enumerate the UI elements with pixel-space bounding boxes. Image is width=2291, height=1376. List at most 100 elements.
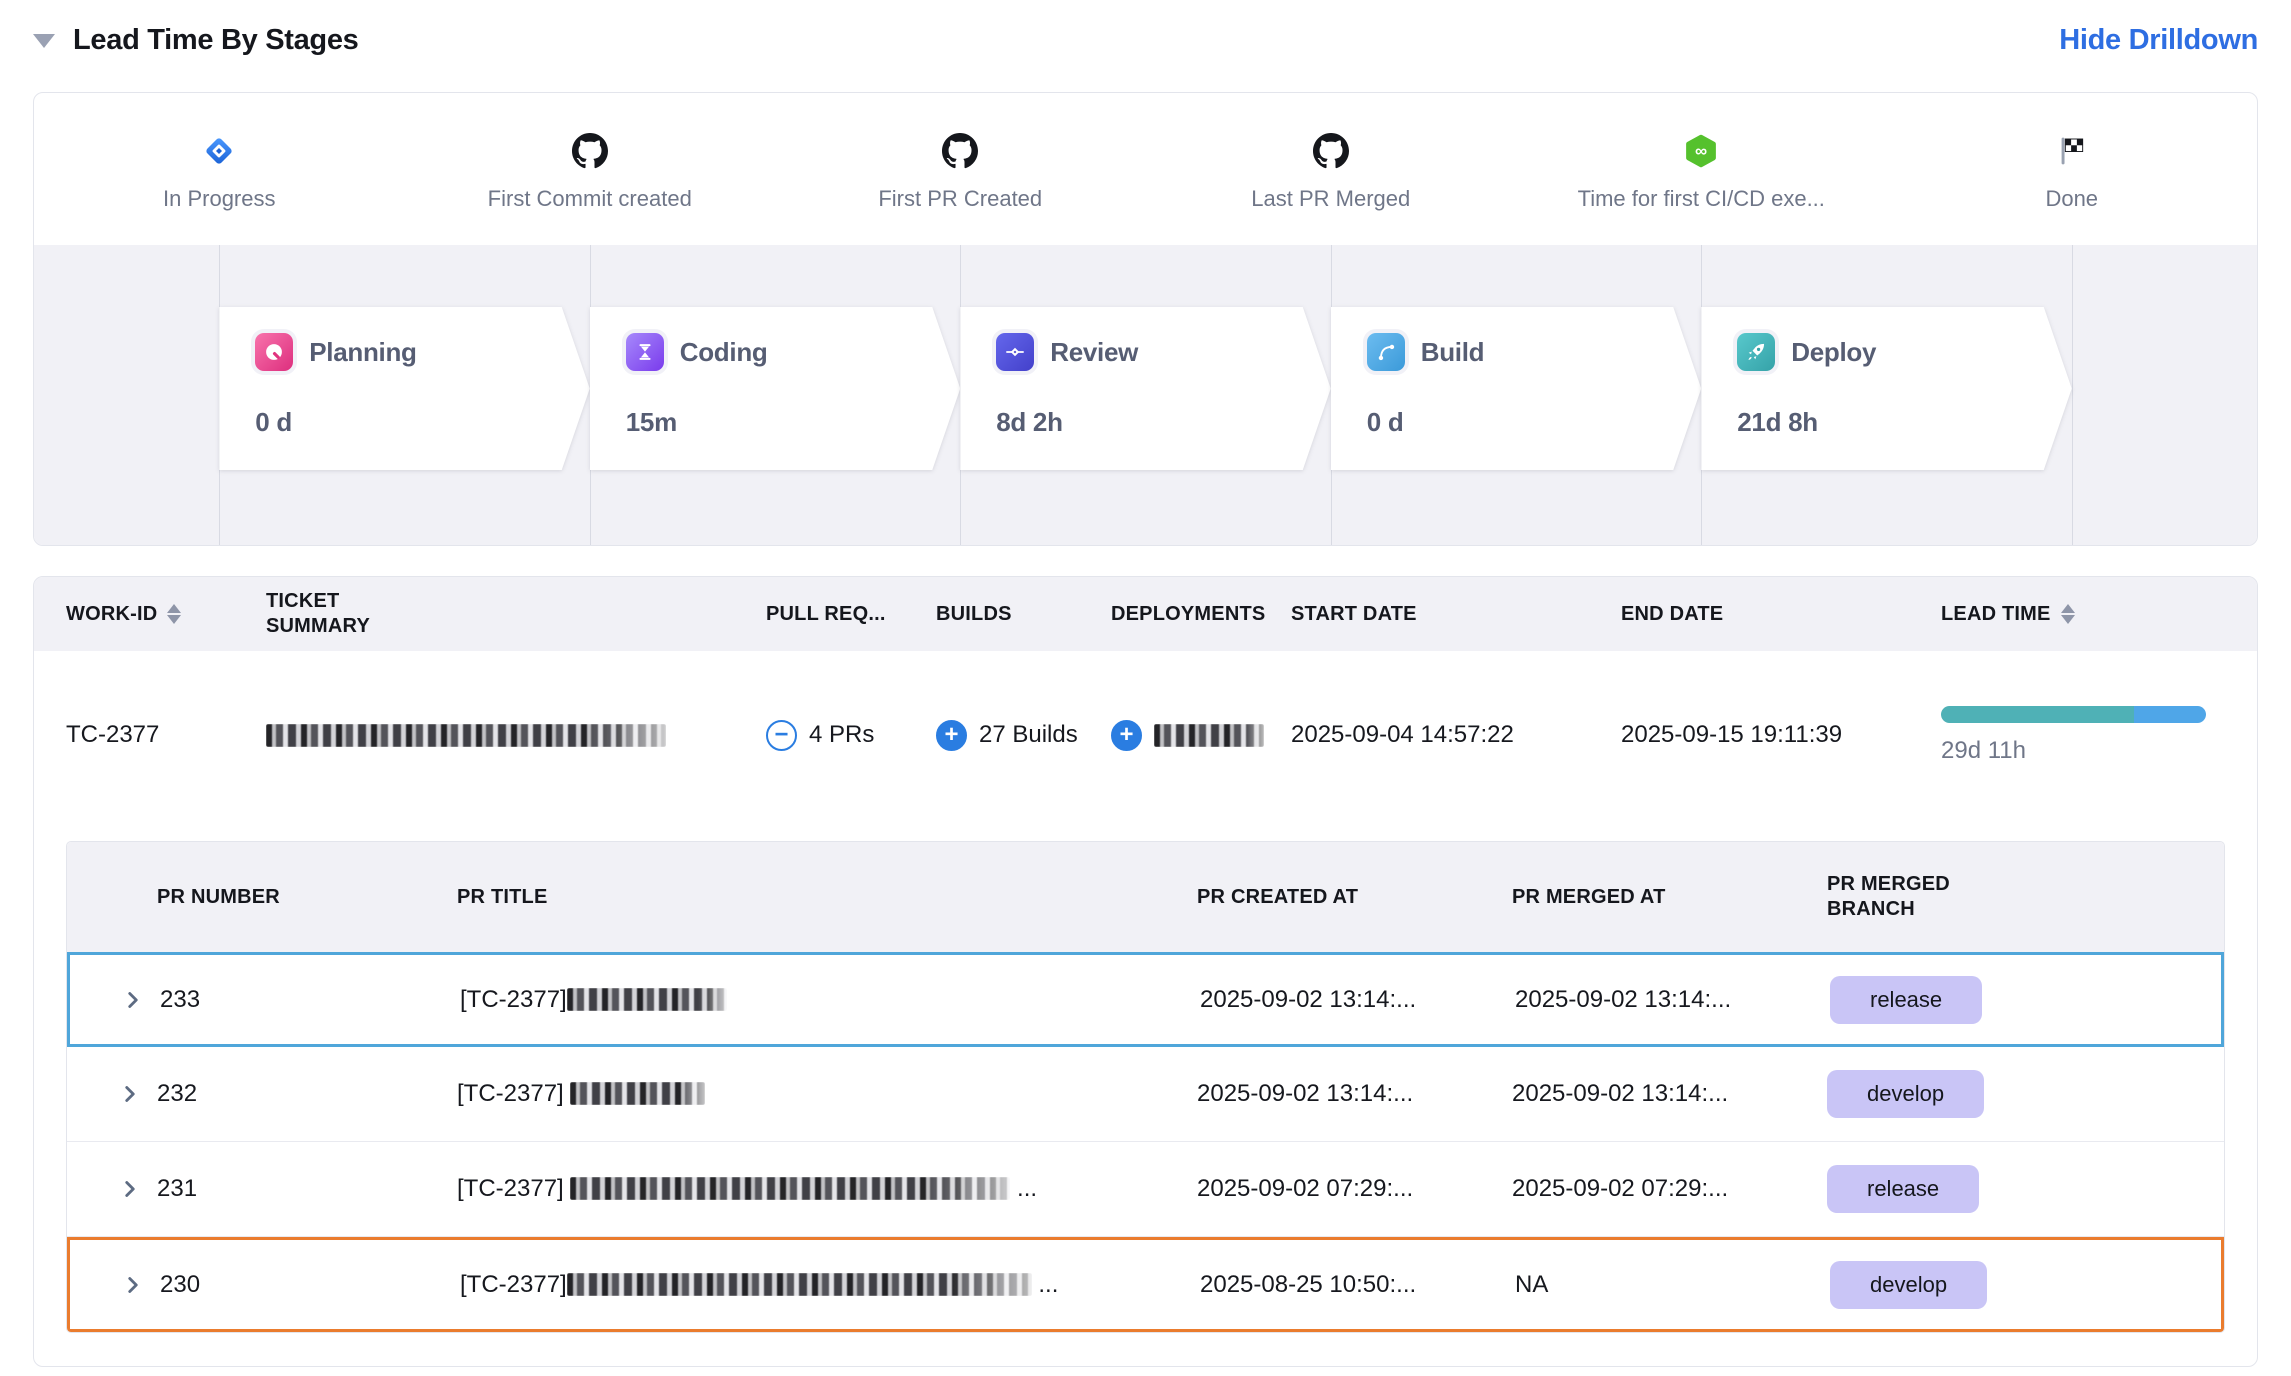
pr-merged-at: 2025-09-02 13:14:... — [1512, 1080, 1827, 1108]
column-start-date: START DATE — [1291, 603, 1621, 626]
stage-duration: 8d 2h — [996, 407, 1331, 438]
stage-name: Review — [1050, 337, 1138, 368]
milestone-done: Done — [1887, 93, 2258, 245]
pr-row-233[interactable]: 233 [TC-2377] 2025-09-02 13:14:... 2025-… — [67, 952, 2224, 1047]
pr-number: 231 — [157, 1175, 457, 1203]
milestone-label: First PR Created — [878, 186, 1042, 212]
svg-text:∞: ∞ — [1695, 142, 1707, 161]
work-item-row: TC-2377 − 4 PRs + 27 Builds + 2025-09-04… — [34, 651, 2257, 819]
planning-note-icon — [255, 333, 293, 371]
pull-requests-cell: − 4 PRs — [766, 720, 936, 751]
expand-deployments-button[interactable]: + — [1111, 720, 1142, 751]
redacted-text — [567, 1273, 1032, 1296]
column-pr-merged-at: PR MERGED AT — [1512, 886, 1827, 909]
redacted-text — [570, 1082, 705, 1105]
page-title: Lead Time By Stages — [73, 24, 359, 57]
checkered-flag-icon — [2056, 132, 2088, 170]
milestones-row: In Progress First Commit created First P… — [34, 93, 2257, 245]
ticket-summary-redacted — [266, 724, 766, 747]
jira-in-progress-icon — [202, 132, 236, 170]
hourglass-icon — [626, 333, 664, 371]
pr-table: PR NUMBER PR TITLE PR CREATED AT PR MERG… — [66, 841, 2225, 1333]
redacted-text — [266, 724, 666, 747]
git-commit-icon — [996, 333, 1034, 371]
start-date-value: 2025-09-04 14:57:22 — [1291, 721, 1621, 749]
milestone-label: Last PR Merged — [1251, 186, 1410, 212]
expand-chevron-icon[interactable] — [70, 987, 160, 1013]
expand-chevron-icon[interactable] — [70, 1272, 160, 1298]
pr-count: 4 PRs — [809, 721, 874, 749]
column-pr-merged-branch: PR MERGED BRANCH — [1827, 872, 2224, 922]
lead-time-cell: 29d 11h — [1941, 706, 2225, 765]
lead-time-bar — [1941, 706, 2206, 723]
milestone-first-pr: First PR Created — [775, 93, 1146, 245]
stage-deploy: Deploy 21d 8h — [1701, 307, 2072, 470]
expand-chevron-icon[interactable] — [67, 1081, 157, 1107]
column-pr-number: PR NUMBER — [157, 886, 457, 909]
column-end-date: END DATE — [1621, 603, 1941, 626]
pr-row-230[interactable]: 230 [TC-2377] ... 2025-08-25 10:50:... N… — [67, 1237, 2224, 1332]
column-work-id[interactable]: WORK-ID — [66, 603, 266, 626]
lead-time-bar-segment — [2134, 706, 2206, 723]
collapse-triangle-icon[interactable] — [33, 34, 55, 48]
work-items-header: WORK-ID TICKET SUMMARY PULL REQ... BUILD… — [34, 577, 2257, 651]
git-branch-icon — [1367, 333, 1405, 371]
github-icon — [572, 132, 608, 170]
branch-badge: develop — [1827, 1070, 1984, 1118]
stage-name: Build — [1421, 337, 1485, 368]
builds-cell: + 27 Builds — [936, 720, 1111, 751]
pr-merged-at: NA — [1515, 1271, 1830, 1299]
rocket-icon — [1737, 333, 1775, 371]
stage-name: Deploy — [1791, 337, 1876, 368]
stage-duration: 15m — [626, 407, 961, 438]
pr-title: [TC-2377] — [460, 986, 1200, 1014]
pr-merged-at: 2025-09-02 13:14:... — [1515, 986, 1830, 1014]
sort-icon[interactable] — [167, 604, 181, 624]
stage-coding: Coding 15m — [590, 307, 961, 470]
pr-title: [TC-2377] — [457, 1080, 1197, 1108]
pr-number: 233 — [160, 986, 460, 1014]
builds-count: 27 Builds — [979, 721, 1078, 749]
lead-time-bar-segment — [1941, 706, 2134, 723]
lead-time-value: 29d 11h — [1941, 737, 2026, 765]
pr-row-231[interactable]: 231 [TC-2377] ... 2025-09-02 07:29:... 2… — [67, 1142, 2224, 1237]
pr-title: [TC-2377] ... — [457, 1175, 1197, 1203]
hide-drilldown-link[interactable]: Hide Drilldown — [2059, 24, 2258, 57]
column-deployments: DEPLOYMENTS — [1111, 603, 1291, 626]
pr-table-header: PR NUMBER PR TITLE PR CREATED AT PR MERG… — [67, 842, 2224, 952]
stage-name: Planning — [309, 337, 416, 368]
redacted-text — [567, 988, 727, 1011]
pr-created-at: 2025-09-02 07:29:... — [1197, 1175, 1512, 1203]
stages-card: In Progress First Commit created First P… — [33, 92, 2258, 546]
stage-name: Coding — [680, 337, 768, 368]
github-icon — [1313, 132, 1349, 170]
milestone-label: Done — [2045, 186, 2098, 212]
pr-merged-at: 2025-09-02 07:29:... — [1512, 1175, 1827, 1203]
column-lead-time[interactable]: LEAD TIME — [1941, 603, 2225, 626]
column-builds: BUILDS — [936, 603, 1111, 626]
pr-created-at: 2025-08-25 10:50:... — [1200, 1271, 1515, 1299]
pr-title: [TC-2377] ... — [460, 1271, 1200, 1299]
expand-builds-button[interactable]: + — [936, 720, 967, 751]
milestone-first-commit: First Commit created — [405, 93, 776, 245]
collapse-prs-button[interactable]: − — [766, 720, 797, 751]
branch-badge: develop — [1830, 1261, 1987, 1309]
sort-icon[interactable] — [2061, 604, 2075, 624]
milestone-cicd: ∞ Time for first CI/CD exe... — [1516, 93, 1887, 245]
pr-row-232[interactable]: 232 [TC-2377] 2025-09-02 13:14:... 2025-… — [67, 1047, 2224, 1142]
column-pr-title: PR TITLE — [457, 886, 1197, 909]
branch-badge: release — [1830, 976, 1982, 1024]
column-pr-created-at: PR CREATED AT — [1197, 886, 1512, 909]
work-id-value: TC-2377 — [66, 721, 266, 749]
branch-badge: release — [1827, 1165, 1979, 1213]
redacted-text — [1154, 724, 1264, 747]
stage-duration: 21d 8h — [1737, 407, 2072, 438]
column-pull-requests: PULL REQ... — [766, 603, 936, 626]
cicd-infinity-icon: ∞ — [1684, 132, 1718, 170]
work-items-card: WORK-ID TICKET SUMMARY PULL REQ... BUILD… — [33, 576, 2258, 1367]
stage-duration: 0 d — [255, 407, 590, 438]
deployments-cell: + — [1111, 720, 1291, 751]
stage-separator — [2072, 245, 2073, 545]
redacted-text — [570, 1177, 1010, 1200]
expand-chevron-icon[interactable] — [67, 1176, 157, 1202]
